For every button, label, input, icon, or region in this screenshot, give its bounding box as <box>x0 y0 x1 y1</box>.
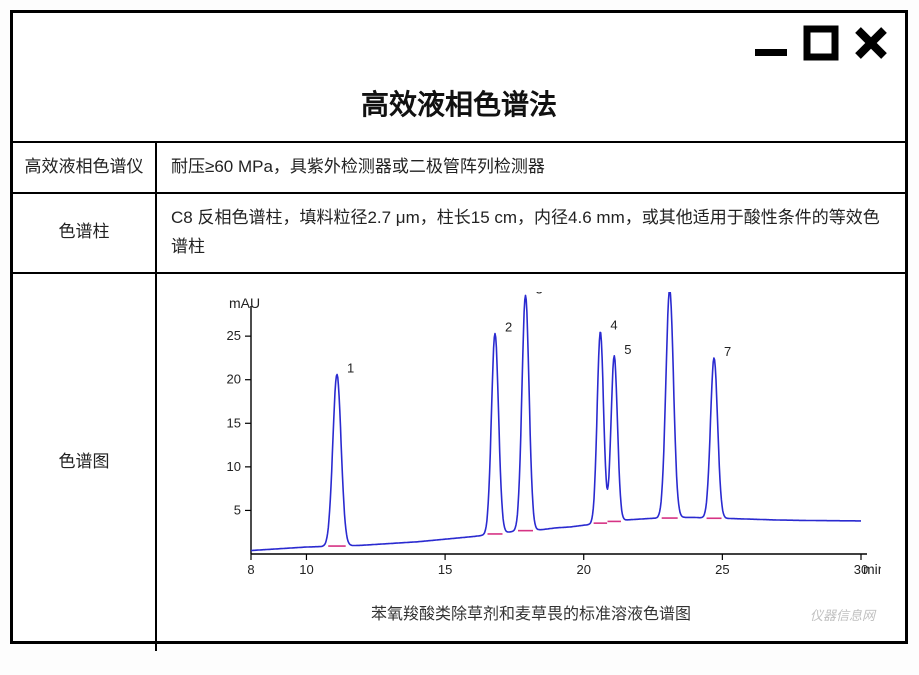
window-controls <box>753 25 889 61</box>
svg-text:5: 5 <box>624 342 631 357</box>
table-row: 色谱图 51015202581015202530mAUmin1234567 苯氧… <box>13 273 905 651</box>
spec-table: 高效液相色谱仪 耐压≥60 MPa，具紫外检测器或二极管阵列检测器 色谱柱 C8… <box>13 143 905 651</box>
svg-text:25: 25 <box>227 328 241 343</box>
svg-text:1: 1 <box>347 360 354 375</box>
svg-text:25: 25 <box>715 562 729 577</box>
svg-text:2: 2 <box>505 319 512 334</box>
chart-caption: 苯氧羧酸类除草剂和麦草畏的标准溶液色谱图 <box>171 601 891 628</box>
chromatogram-svg: 51015202581015202530mAUmin1234567 <box>181 292 881 602</box>
watermark-text: 仪器信息网 <box>810 605 875 627</box>
svg-text:10: 10 <box>227 459 241 474</box>
page-title: 高效液相色谱法 <box>361 83 557 123</box>
chromatogram-chart: 51015202581015202530mAUmin1234567 苯氧羧酸类除… <box>171 284 891 641</box>
svg-text:3: 3 <box>536 292 543 296</box>
row-value-column: C8 反相色谱柱，填料粒径2.7 μm，柱长15 cm，内径4.6 mm，或其他… <box>156 193 905 273</box>
svg-text:15: 15 <box>227 415 241 430</box>
svg-text:8: 8 <box>247 562 254 577</box>
row-label-column: 色谱柱 <box>13 193 156 273</box>
maximize-icon[interactable] <box>803 25 839 61</box>
svg-text:7: 7 <box>724 344 731 359</box>
row-value-instrument: 耐压≥60 MPa，具紫外检测器或二极管阵列检测器 <box>156 143 905 193</box>
chart-cell: 51015202581015202530mAUmin1234567 苯氧羧酸类除… <box>156 273 905 651</box>
svg-text:min: min <box>863 561 881 577</box>
svg-text:15: 15 <box>438 562 452 577</box>
table-row: 高效液相色谱仪 耐压≥60 MPa，具紫外检测器或二极管阵列检测器 <box>13 143 905 193</box>
minimize-icon[interactable] <box>753 25 789 61</box>
close-icon[interactable] <box>853 25 889 61</box>
svg-text:10: 10 <box>299 562 313 577</box>
svg-text:20: 20 <box>227 371 241 386</box>
svg-text:mAU: mAU <box>229 295 260 311</box>
svg-text:20: 20 <box>576 562 590 577</box>
svg-text:5: 5 <box>234 502 241 517</box>
row-label-chart: 色谱图 <box>13 273 156 651</box>
table-row: 色谱柱 C8 反相色谱柱，填料粒径2.7 μm，柱长15 cm，内径4.6 mm… <box>13 193 905 273</box>
svg-text:4: 4 <box>610 317 617 332</box>
row-label-instrument: 高效液相色谱仪 <box>13 143 156 193</box>
document-frame: 高效液相色谱法 高效液相色谱仪 耐压≥60 MPa，具紫外检测器或二极管阵列检测… <box>10 10 908 644</box>
